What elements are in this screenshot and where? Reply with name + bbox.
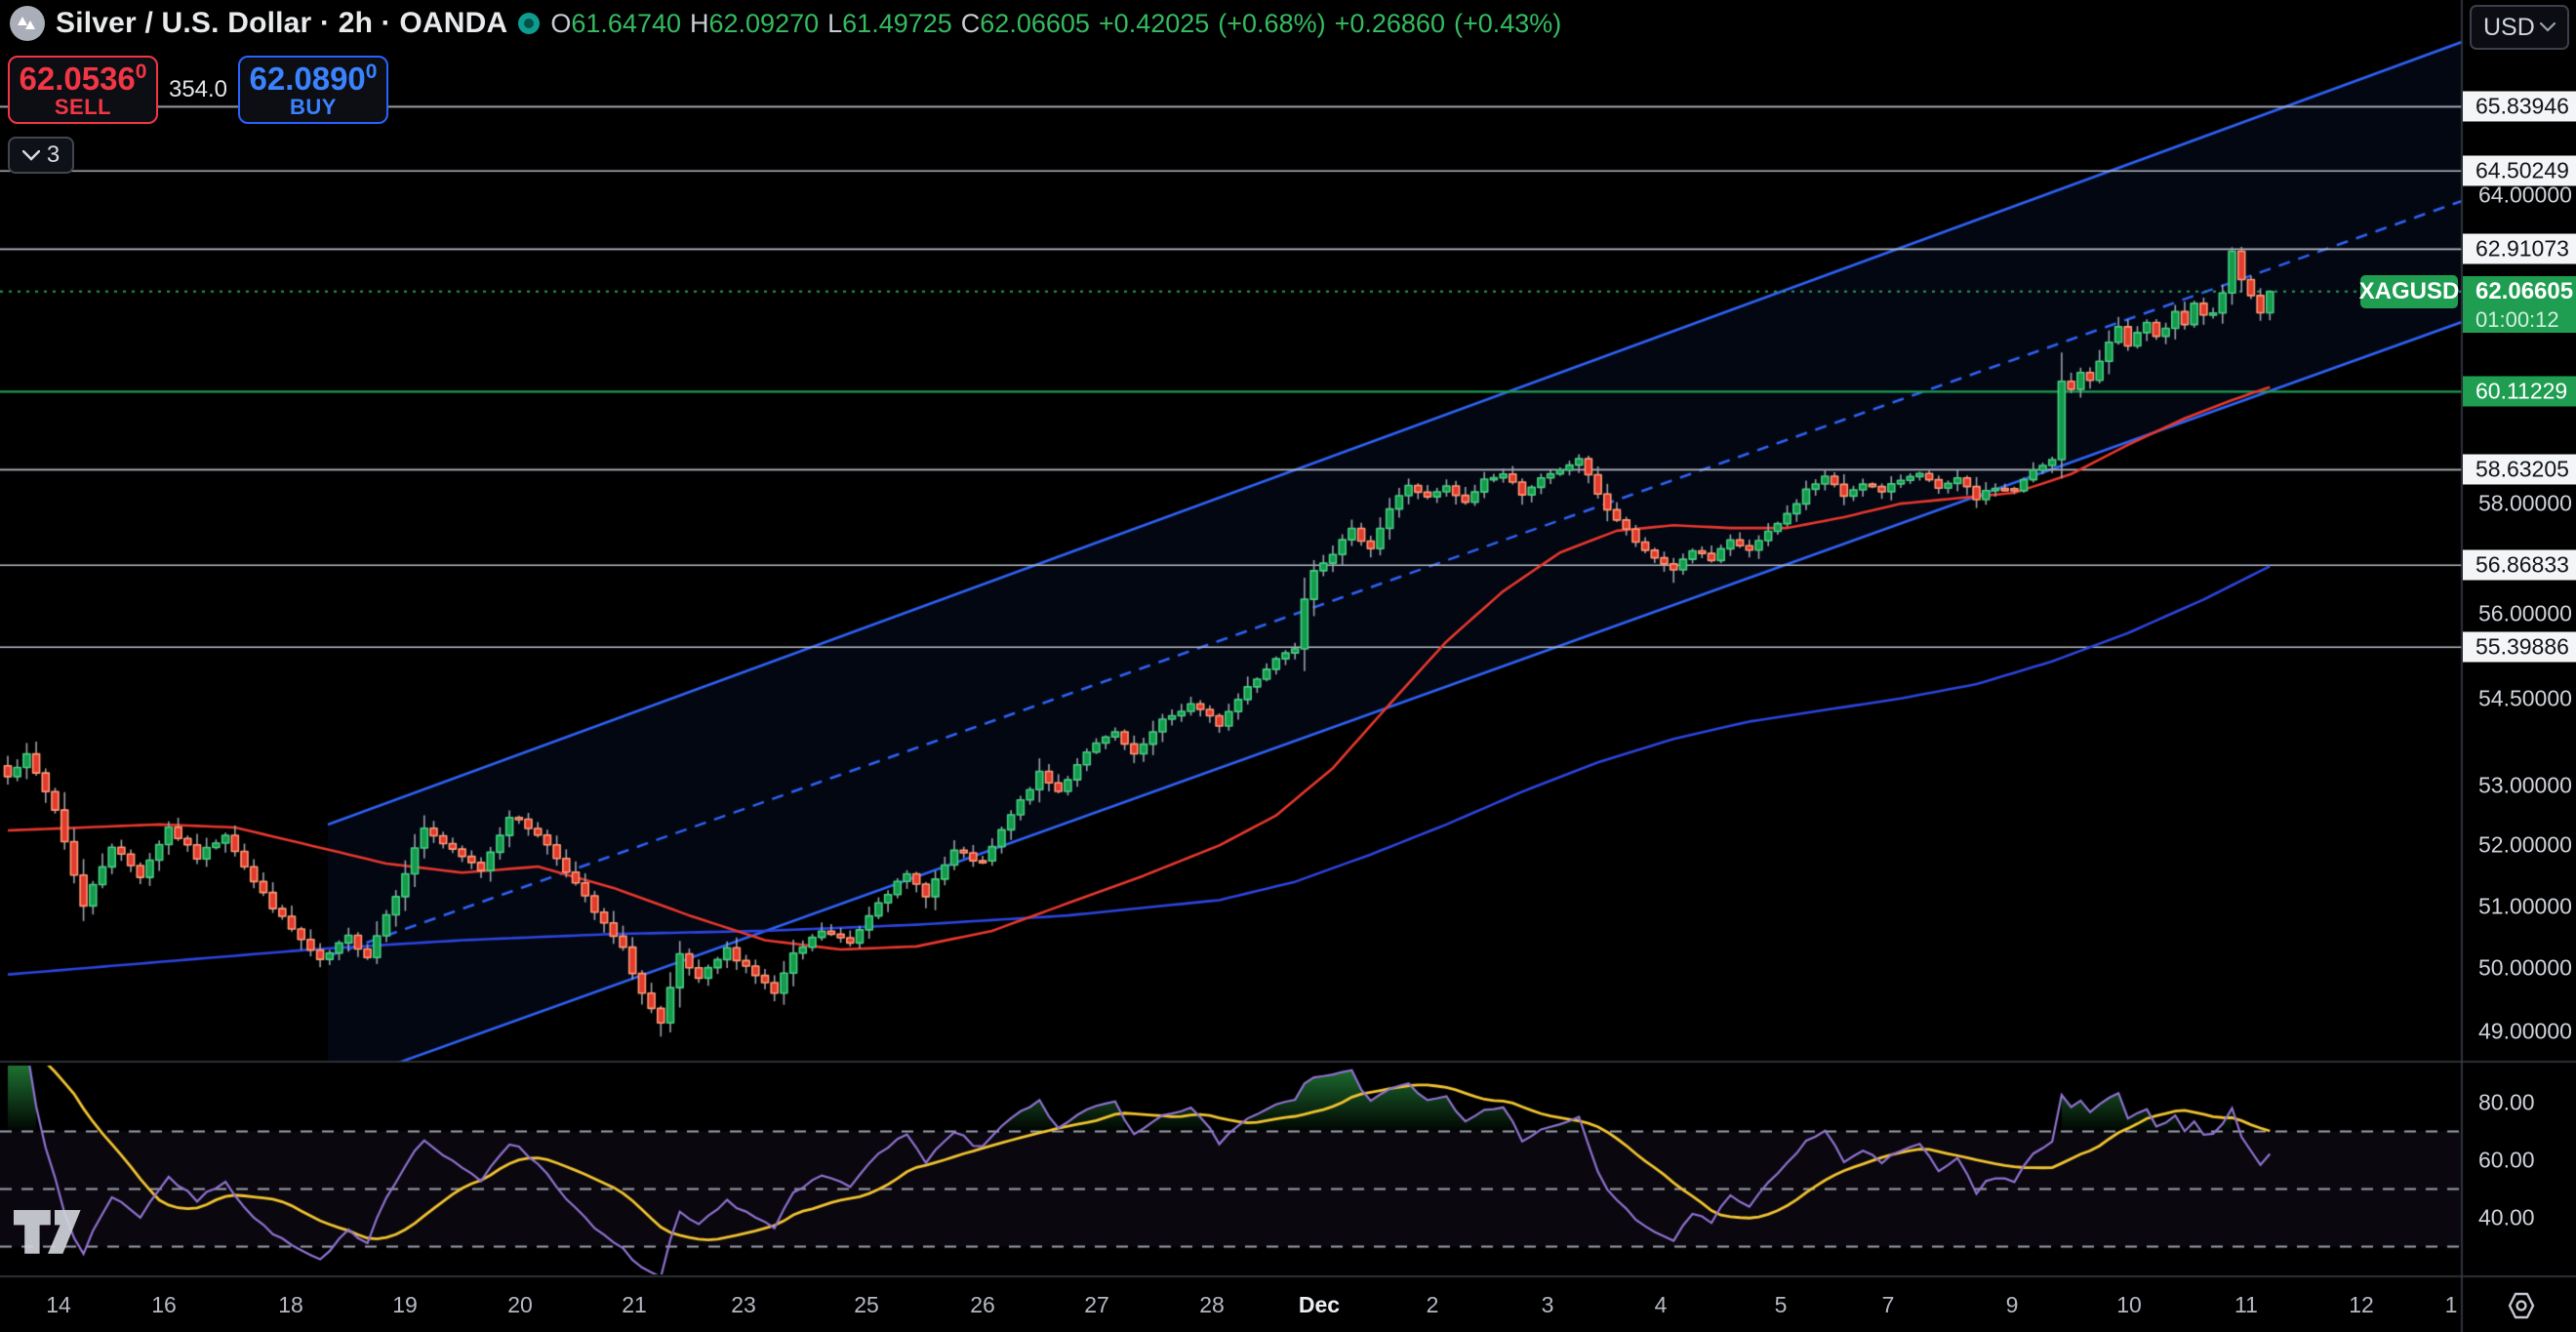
high-value: 62.09270 <box>708 8 820 38</box>
time-axis-label[interactable]: 28 <box>1199 1292 1225 1317</box>
price-level-badge: 55.39886 <box>2463 631 2576 663</box>
time-axis-label[interactable]: 5 <box>1774 1292 1788 1317</box>
indicator-count: 3 <box>46 141 60 168</box>
price-tick-label: 64.00000 <box>2478 182 2572 208</box>
low-value: 61.49725 <box>842 8 952 38</box>
time-axis-label[interactable]: Dec <box>1298 1292 1341 1317</box>
time-axis-label[interactable]: 16 <box>151 1292 177 1317</box>
close-label: C <box>960 8 981 38</box>
buy-button[interactable]: 62.08900 BUY <box>238 56 388 124</box>
price-level-badge: 62.91073 <box>2463 233 2576 264</box>
buy-price-pip: 0 <box>365 60 378 83</box>
price-tick-label: 58.00000 <box>2478 490 2572 516</box>
chart-legend: Silver / U.S. Dollar · 2h · OANDA O61.64… <box>10 6 1561 41</box>
price-tick-label: 51.00000 <box>2478 893 2572 919</box>
time-axis-label[interactable]: 4 <box>1654 1292 1668 1317</box>
low-label: L <box>827 8 843 38</box>
price-tick-label: 52.00000 <box>2478 831 2572 858</box>
open-label: O <box>550 8 572 38</box>
time-axis-label[interactable]: 18 <box>278 1292 303 1317</box>
time-axis-label[interactable]: 2 <box>1426 1292 1439 1317</box>
legend-collapse-button[interactable]: 3 <box>8 137 74 174</box>
price-tick-label: 53.00000 <box>2478 772 2572 798</box>
time-axis-label[interactable]: 26 <box>970 1292 995 1317</box>
green-level-badge: 60.11229 <box>2463 376 2576 407</box>
currency-label: USD <box>2483 13 2535 41</box>
current-price-label: 62.06605 <box>2463 275 2576 307</box>
price-level-badge: 56.86833 <box>2463 549 2576 581</box>
time-axis-label[interactable]: 25 <box>854 1292 879 1317</box>
sell-price-pip: 0 <box>135 60 147 83</box>
buy-label: BUY <box>290 95 337 120</box>
close-value: 62.06605 <box>980 8 1090 38</box>
time-axis-label[interactable]: 14 <box>46 1292 71 1317</box>
time-axis-label[interactable]: 21 <box>622 1292 647 1317</box>
time-axis-label[interactable]: 19 <box>392 1292 418 1317</box>
chart-title[interactable]: Silver / U.S. Dollar · 2h · OANDA <box>56 7 508 39</box>
price-tick-label: 49.00000 <box>2478 1018 2572 1044</box>
price-level-badge: 64.50249 <box>2463 155 2576 186</box>
market-status-icon[interactable] <box>518 13 541 34</box>
symbol-price-badge: XAGUSD <box>2359 274 2459 308</box>
currency-dropdown[interactable]: USD <box>2470 5 2569 50</box>
time-axis-settings-icon[interactable] <box>2504 1288 2539 1328</box>
chevron-down-icon <box>21 149 40 161</box>
current-price-block: 62.06605 01:00:12 <box>2463 275 2576 333</box>
price-tick-label: 56.00000 <box>2478 600 2572 626</box>
change-percent: (+0.68%) <box>1218 8 1326 38</box>
price-level-badge: 65.83946 <box>2463 91 2576 122</box>
time-axis-label[interactable]: 7 <box>1881 1292 1895 1317</box>
change2-percent: (+0.43%) <box>1453 8 1562 38</box>
buy-price: 62.0890 <box>249 60 366 97</box>
change2-absolute: +0.26860 <box>1334 8 1445 38</box>
time-axis-label[interactable]: 23 <box>731 1292 756 1317</box>
time-axis-label[interactable]: 27 <box>1084 1292 1109 1317</box>
time-axis-label[interactable]: 10 <box>2116 1292 2142 1317</box>
tradingview-watermark-logo <box>14 1210 82 1270</box>
time-axis-label[interactable]: 9 <box>2005 1292 2019 1317</box>
time-axis-label[interactable]: 1 <box>2444 1292 2458 1317</box>
trade-panel: 62.05360 SELL 354.0 62.08900 BUY <box>8 56 388 124</box>
open-value: 61.64740 <box>571 8 681 38</box>
price-tick-label: 50.00000 <box>2478 954 2572 981</box>
ohlc-values: O61.64740 H62.09270 L61.49725 C62.06605 … <box>550 9 1561 39</box>
price-level-badge: 58.63205 <box>2463 454 2576 485</box>
rsi-tick-label: 60.00 <box>2478 1147 2535 1173</box>
sell-label: SELL <box>54 95 112 120</box>
rsi-tick-label: 80.00 <box>2478 1089 2535 1115</box>
price-tick-label: 54.50000 <box>2478 685 2572 711</box>
high-label: H <box>690 8 709 38</box>
sell-button[interactable]: 62.05360 SELL <box>8 56 158 124</box>
time-axis-label[interactable]: 12 <box>2349 1292 2374 1317</box>
instrument-icon <box>10 6 45 41</box>
sell-price: 62.0536 <box>19 60 136 97</box>
chevron-down-icon <box>2540 22 2556 32</box>
change-absolute: +0.42025 <box>1098 8 1210 38</box>
spread-value: 354.0 <box>168 76 228 102</box>
bar-countdown: 01:00:12 <box>2463 306 2576 333</box>
time-axis-label[interactable]: 3 <box>1541 1292 1554 1317</box>
time-axis-label[interactable]: 11 <box>2234 1292 2258 1317</box>
rsi-tick-label: 40.00 <box>2478 1204 2535 1231</box>
time-axis-label[interactable]: 20 <box>507 1292 533 1317</box>
